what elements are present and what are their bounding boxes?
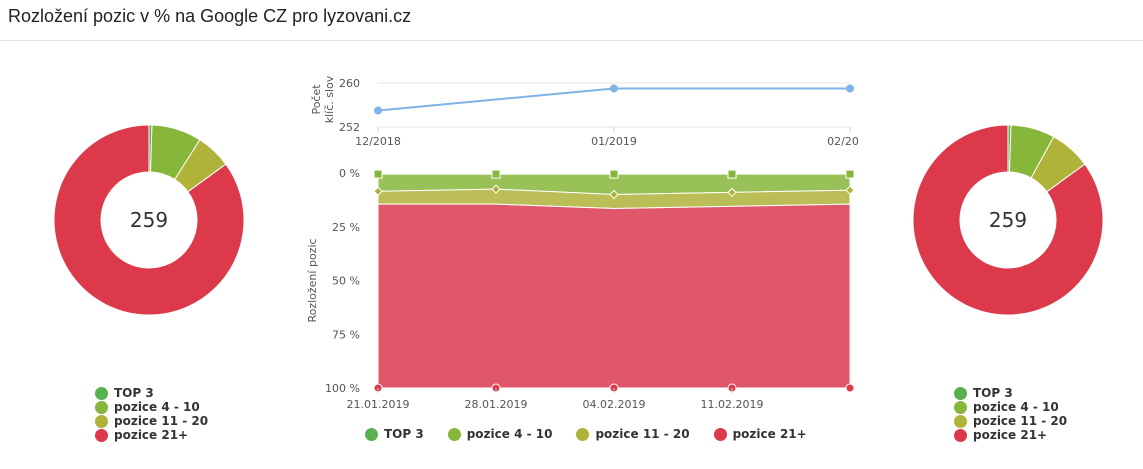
legend-item-p21[interactable]: pozice 21+ (954, 428, 1067, 442)
data-point[interactable] (727, 169, 737, 179)
page-title: Rozložení pozic v % na Google CZ pro lyz… (8, 6, 412, 26)
legend-dot (954, 400, 967, 414)
legend-label: pozice 11 - 20 (595, 427, 690, 441)
legend-dot (576, 427, 590, 441)
data-point[interactable] (845, 169, 855, 179)
area-series (377, 203, 851, 389)
legend-label: pozice 11 - 20 (114, 414, 209, 428)
legend-item-p4-10[interactable]: pozice 4 - 10 (447, 427, 553, 441)
legend-item-p4-10[interactable]: pozice 4 - 10 (95, 400, 208, 414)
y-axis-title: Rozložení pozic (306, 238, 319, 322)
y-tick-label: 25 % (332, 221, 360, 234)
svg-text:Rozložení pozic: Rozložení pozic (306, 238, 319, 322)
legend-dot (95, 400, 108, 414)
donut-center-label: 259 (130, 208, 168, 232)
legend-right: TOP 3 pozice 4 - 10 pozice 11 - 20 pozic… (954, 386, 1067, 442)
legend-dot (95, 414, 108, 428)
svg-text:klíč. slov: klíč. slov (323, 75, 336, 123)
x-tick-label: 02/2019 (827, 135, 860, 148)
data-point[interactable] (374, 106, 382, 115)
x-tick-label: 01/2019 (591, 135, 637, 148)
legend-label: TOP 3 (973, 386, 1013, 400)
donut-center-label: 259 (989, 208, 1027, 232)
y-tick-label: 252 (339, 121, 360, 134)
legend-dot (954, 414, 967, 428)
legend-label: pozice 21+ (114, 428, 189, 442)
legend-dot (365, 427, 378, 441)
data-point[interactable] (845, 185, 855, 195)
legend-item-p4-10[interactable]: pozice 4 - 10 (954, 400, 1067, 414)
data-point[interactable] (610, 84, 618, 93)
legend-item-p11-20[interactable]: pozice 11 - 20 (95, 414, 208, 428)
legend-item-p21[interactable]: pozice 21+ (713, 427, 807, 441)
x-tick-label: 11.02.2019 (701, 398, 764, 411)
legend-label: pozice 4 - 10 (973, 400, 1059, 414)
legend-item-top3[interactable]: TOP 3 (365, 427, 424, 441)
data-point[interactable] (491, 184, 501, 194)
legend-label: pozice 4 - 10 (114, 400, 200, 414)
legend-dot (954, 428, 967, 442)
legend-label: TOP 3 (384, 427, 424, 441)
legend-item-top3[interactable]: TOP 3 (954, 386, 1067, 400)
legend-item-p21[interactable]: pozice 21+ (95, 428, 208, 442)
legend-bottom: TOP 3 pozice 4 - 10 pozice 11 - 20 pozic… (365, 427, 831, 441)
legend-dot (95, 386, 108, 400)
title-divider (0, 40, 1143, 41)
legend-dot (447, 427, 461, 441)
data-point[interactable] (845, 383, 855, 393)
data-point[interactable] (373, 169, 383, 179)
data-point[interactable] (373, 186, 383, 196)
y-axis-title: Počet klíč. slov (310, 75, 336, 123)
legend-item-top3[interactable]: TOP 3 (95, 386, 208, 400)
x-tick-label: 28.01.2019 (465, 398, 528, 411)
legend-label: pozice 21+ (732, 427, 807, 441)
donut-chart-right: 259 (912, 124, 1104, 316)
legend-left: TOP 3 pozice 4 - 10 pozice 11 - 20 pozic… (95, 386, 208, 442)
pie-slice[interactable] (912, 124, 1104, 316)
y-tick-label: 100 % (325, 382, 360, 395)
y-tick-label: 260 (339, 77, 360, 90)
x-tick-label: 04.02.2019 (583, 398, 646, 411)
legend-item-p11-20[interactable]: pozice 11 - 20 (576, 427, 690, 441)
data-point[interactable] (491, 169, 501, 179)
svg-text:Počet: Počet (310, 84, 323, 115)
x-tick-label: 21.01.2019 (347, 398, 410, 411)
donut-chart-left: 259 (53, 124, 245, 316)
legend-dot (95, 428, 108, 442)
legend-dot (954, 386, 967, 400)
data-point[interactable] (609, 189, 619, 200)
y-tick-label: 75 % (332, 328, 360, 341)
position-distribution-area-chart: 0 % 25 % 50 % 75 % 100 % Rozložení pozic 21.01… (306, 167, 855, 411)
legend-item-p11-20[interactable]: pozice 11 - 20 (954, 414, 1067, 428)
data-point[interactable] (609, 169, 619, 179)
legend-label: TOP 3 (114, 386, 154, 400)
data-point[interactable] (727, 187, 737, 198)
x-tick-label: 12/2018 (355, 135, 401, 148)
legend-label: pozice 21+ (973, 428, 1048, 442)
data-point[interactable] (846, 84, 854, 93)
y-tick-label: 50 % (332, 275, 360, 288)
legend-dot (713, 427, 727, 441)
legend-label: pozice 11 - 20 (973, 414, 1068, 428)
y-tick-label: 0 % (339, 167, 360, 180)
pie-slice[interactable] (53, 124, 245, 316)
legend-label: pozice 4 - 10 (466, 427, 553, 441)
